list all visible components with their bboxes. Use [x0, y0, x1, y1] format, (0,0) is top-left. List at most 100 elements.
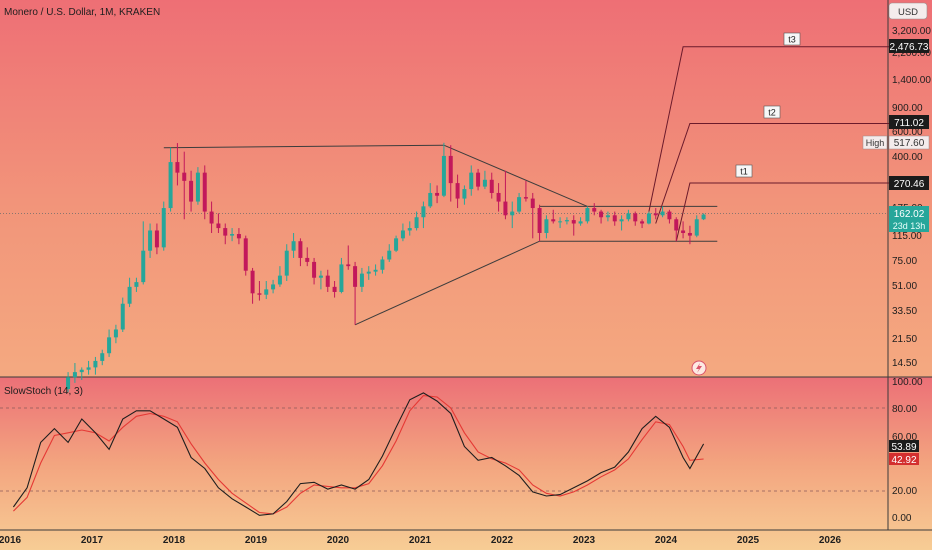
- candle-body: [619, 219, 624, 222]
- candle-body: [517, 197, 522, 212]
- candle-body: [605, 215, 610, 218]
- stoch-lines: [12, 392, 705, 516]
- candle-body: [202, 172, 207, 212]
- candle: [250, 267, 255, 304]
- candle-body: [195, 172, 200, 202]
- candle-body: [701, 214, 706, 220]
- trendline-ascending-triangle-bottom[interactable]: [354, 240, 540, 326]
- target-tag-t1-label: t1: [740, 167, 748, 177]
- candle-body: [230, 234, 235, 236]
- candle: [687, 225, 692, 245]
- candle-body: [387, 250, 392, 260]
- candle: [223, 223, 228, 245]
- candle: [230, 228, 235, 242]
- trendlines[interactable]: [163, 46, 909, 326]
- price-label-high-value: 517.60: [894, 138, 925, 149]
- currency-badge[interactable]: USD: [888, 2, 928, 20]
- price-label-current-countdown: 23d 13h: [893, 221, 926, 231]
- candle: [400, 223, 405, 242]
- trendline-descending-triangle-top[interactable]: [443, 144, 588, 207]
- price-tick: 400.00: [892, 152, 923, 163]
- x-tick: 2021: [409, 535, 432, 546]
- candle: [332, 280, 337, 298]
- candle-body: [359, 273, 364, 287]
- candles: [66, 142, 706, 393]
- candle: [312, 257, 317, 285]
- candle-body: [298, 241, 303, 258]
- candle: [339, 257, 344, 294]
- candle-body: [168, 162, 173, 209]
- candle: [298, 238, 303, 267]
- candle: [175, 143, 180, 186]
- candle: [612, 211, 617, 226]
- trendline-ath-resistance[interactable]: [163, 144, 444, 149]
- candle-body: [394, 238, 399, 251]
- price-label-t1-value: 270.46: [894, 179, 925, 190]
- candle: [585, 206, 590, 224]
- candle: [605, 211, 610, 222]
- stoch-tick: 20.00: [892, 486, 917, 497]
- price-label-t3-value: 2,476.73: [890, 42, 929, 53]
- candle: [496, 183, 501, 212]
- candle: [517, 192, 522, 214]
- candle: [154, 223, 159, 255]
- lightning-icon[interactable]: [691, 360, 707, 376]
- candle-body: [161, 208, 166, 248]
- candle-body: [400, 230, 405, 239]
- candle: [441, 142, 446, 198]
- candle: [476, 168, 481, 191]
- candle-body: [578, 221, 583, 224]
- candle-body: [305, 257, 310, 262]
- candle: [619, 215, 624, 231]
- candle-body: [448, 155, 453, 184]
- candle-body: [346, 264, 351, 267]
- candle-body: [428, 192, 433, 207]
- candle: [448, 145, 453, 202]
- stoch-tick: 80.00: [892, 404, 917, 415]
- target-tag-t2[interactable]: t2: [763, 105, 781, 119]
- candle-body: [277, 275, 282, 285]
- candle-body: [72, 372, 77, 378]
- candle-body: [373, 269, 378, 272]
- candle: [100, 349, 105, 366]
- candle-body: [189, 180, 194, 202]
- symbol-title[interactable]: Monero / U.S. Dollar, 1M, KRAKEN: [4, 7, 160, 18]
- candle: [599, 209, 604, 224]
- candle-body: [209, 211, 214, 224]
- candle-body: [482, 179, 487, 187]
- price-tick: 3,200.00: [892, 26, 931, 37]
- candle: [633, 211, 638, 226]
- candle-body: [455, 183, 460, 199]
- price-tick: 75.00: [892, 256, 917, 267]
- candle: [455, 174, 460, 209]
- candle: [489, 172, 494, 199]
- candle: [243, 235, 248, 276]
- candle: [667, 209, 672, 224]
- target-tag-t3[interactable]: t3: [783, 32, 801, 46]
- trendline-t3-line[interactable]: [648, 46, 909, 212]
- trendline-t1-line[interactable]: [675, 182, 909, 242]
- time-axis[interactable]: 2016 2017 2018 2019 2020 2021 2022 2023 …: [0, 535, 842, 546]
- candle-body: [271, 284, 276, 290]
- indicator-title[interactable]: SlowStoch (14, 3): [4, 386, 83, 397]
- candle-body: [571, 220, 576, 224]
- candle-body: [339, 264, 344, 292]
- candle-body: [291, 241, 296, 251]
- candle-body: [113, 329, 118, 338]
- price-label-current-value: 162.02: [894, 209, 925, 220]
- stoch-d-value: 42.92: [891, 455, 916, 466]
- candle: [189, 170, 194, 212]
- trendline-t2-line[interactable]: [655, 123, 909, 224]
- price-tick: 51.00: [892, 281, 917, 292]
- target-tag-t1[interactable]: t1: [735, 164, 753, 178]
- candle-body: [154, 230, 159, 248]
- x-tick: 2017: [81, 535, 104, 546]
- indicator-axis[interactable]: 100.00 80.00 60.00 20.00 0.00: [892, 377, 923, 524]
- candle-body: [380, 259, 385, 270]
- candle-body: [530, 198, 535, 209]
- candle: [195, 167, 200, 205]
- price-tick: 115.00: [892, 231, 922, 242]
- candle: [530, 192, 535, 239]
